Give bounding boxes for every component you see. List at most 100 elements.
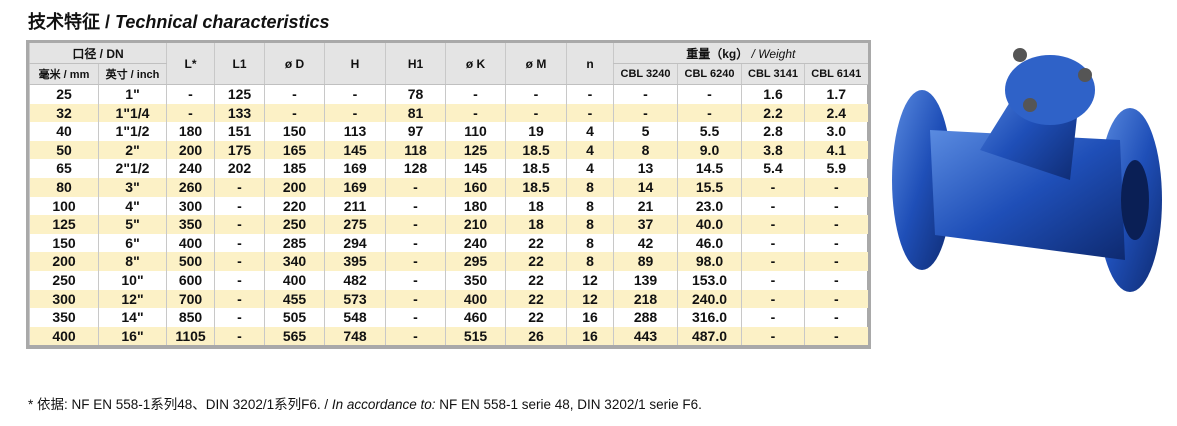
cell: 4"	[98, 196, 167, 216]
cell: 240.0	[677, 289, 742, 309]
cell: 4	[566, 140, 614, 160]
cell: 19	[505, 122, 567, 141]
cell: -	[214, 196, 265, 216]
table-row: 50 2" 200 175 165 145 118 125 18.5 4 8 9.0 3.8 4.1	[29, 140, 868, 160]
cell: 113	[324, 122, 386, 141]
cell: 65	[29, 159, 99, 178]
cell: 18.5	[505, 177, 567, 197]
cell: 6"	[98, 233, 167, 253]
cell: -	[214, 215, 265, 234]
cell: 200	[166, 140, 215, 160]
cell: -	[741, 215, 805, 234]
body	[930, 130, 1125, 260]
title: 技术特征 / Technical characteristics	[28, 8, 330, 34]
cell: -	[677, 84, 742, 104]
cell: 8	[566, 252, 614, 271]
cell: 340	[264, 252, 325, 271]
table-row: 65 2"1/2 240 202 185 169 128 145 18.5 4 13 14.5 5.4 5…	[29, 159, 868, 178]
cell: 16	[566, 308, 614, 327]
cell: 288	[613, 308, 678, 327]
cell: 14.5	[677, 159, 742, 178]
cell: 482	[324, 270, 386, 290]
group-header: 口径 / DN	[29, 43, 167, 64]
cell: 169	[324, 159, 386, 178]
cell: 1105	[166, 326, 215, 346]
cell: 5"	[98, 215, 167, 234]
cell: 175	[214, 140, 265, 160]
column-header: H1	[385, 43, 446, 85]
cell: -	[385, 233, 446, 253]
cell: -	[566, 84, 614, 104]
cell: -	[385, 308, 446, 327]
cell: 22	[505, 270, 567, 290]
cell: 3"	[98, 177, 167, 197]
cell: -	[741, 308, 805, 327]
cell: -	[741, 326, 805, 346]
cell: -	[677, 103, 742, 123]
cell: 211	[324, 196, 386, 216]
cell: 5	[613, 122, 678, 141]
bore	[1121, 160, 1149, 240]
cell: 5.4	[741, 159, 805, 178]
cell: 160	[445, 177, 506, 197]
cell: 151	[214, 122, 265, 141]
footnote-sep: /	[324, 397, 329, 412]
cell: 14	[613, 177, 678, 197]
cell: -	[505, 103, 567, 123]
cell: 3.0	[803, 122, 868, 141]
cell: 240	[445, 233, 506, 253]
cell: 5.9	[803, 159, 868, 178]
cell: 210	[445, 215, 506, 234]
cell: 78	[385, 84, 446, 104]
cell: 18.5	[505, 140, 567, 160]
title-sep: /	[105, 12, 111, 32]
cell: 153.0	[677, 270, 742, 290]
column-header: CBL 6141	[803, 63, 868, 85]
column-header: 英寸 / inch	[98, 63, 167, 85]
cell: -	[803, 308, 868, 327]
cell: 8	[566, 177, 614, 197]
cell: 218	[613, 289, 678, 309]
table-row: 400 16" 1105-565 748-515 26 16 443 487.0- -	[29, 326, 868, 346]
bolt	[1013, 48, 1027, 62]
column-header: CBL 3141	[741, 63, 805, 85]
table-row: 250 10" 600-400 482-350 22 12 139 153.0- -	[29, 270, 868, 290]
cell: 9.0	[677, 140, 742, 160]
table-row: 80 3" 260-200 169-160 18.5 8 14 15.5- -	[29, 177, 868, 197]
cell: 240	[166, 159, 215, 178]
cell: 200	[264, 177, 325, 197]
cell: 169	[324, 177, 386, 197]
cell: 1"	[98, 84, 167, 104]
cell: 16"	[98, 326, 167, 346]
cell: 565	[264, 326, 325, 346]
cell: 15.5	[677, 177, 742, 197]
table-row: 300 12" 700-455 573-400 22 12 218 240.0- -	[29, 289, 868, 309]
table-row: 150 6" 400-285 294-240 22 8 42 46.0- -	[29, 233, 868, 253]
cell: 8"	[98, 252, 167, 271]
cell: -	[264, 84, 325, 104]
cell: 100	[29, 196, 99, 216]
table-row: 40 1"1/2 180 151 150 113 97 110 19 4 5 5.5 2.8 3.0	[29, 122, 868, 141]
cell: 37	[613, 215, 678, 234]
cell: 285	[264, 233, 325, 253]
cell: 395	[324, 252, 386, 271]
cell: 515	[445, 326, 506, 346]
cell: -	[214, 233, 265, 253]
cell: 23.0	[677, 196, 742, 216]
cell: -	[613, 84, 678, 104]
column-header: n	[566, 43, 614, 85]
column-header: ø D	[264, 43, 325, 85]
cell: -	[741, 252, 805, 271]
footnote-en: In accordance to:	[331, 397, 436, 412]
cell: 12"	[98, 289, 167, 309]
cell: -	[385, 177, 446, 197]
cell: 18	[505, 196, 567, 216]
cell: 4	[566, 159, 614, 178]
cell: 12	[566, 270, 614, 290]
cell: 125	[445, 140, 506, 160]
cell: 13	[613, 159, 678, 178]
cell: -	[803, 326, 868, 346]
cell: 14"	[98, 308, 167, 327]
